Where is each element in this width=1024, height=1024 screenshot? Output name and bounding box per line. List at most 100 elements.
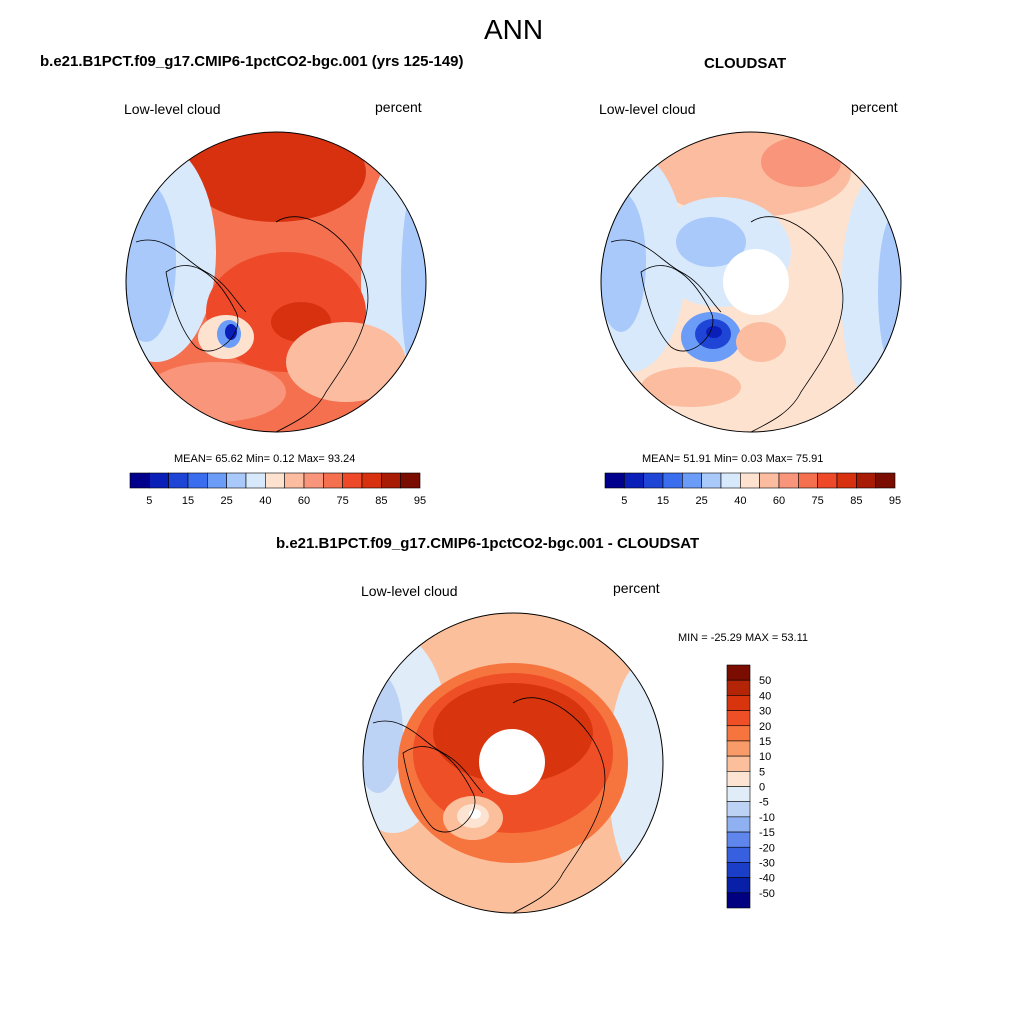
colorbar-box <box>798 472 818 489</box>
colorbar-tick-label: -5 <box>759 797 769 809</box>
colorbar-box <box>875 472 896 489</box>
panel2-mean-value: 51.91 <box>683 453 711 465</box>
panel3-units-label: percent <box>613 580 660 596</box>
colorbar-tick-label: 75 <box>812 495 824 507</box>
colorbar-tick-label: 40 <box>759 690 771 702</box>
panel2-min-label: Min= <box>713 453 739 465</box>
colorbar-box <box>400 472 421 489</box>
colorbar-tick-label: 15 <box>657 495 669 507</box>
panel3-variable-label: Low-level cloud <box>361 583 458 599</box>
colorbar-box <box>726 755 751 772</box>
panel1-colorbar: 5 15 25 40 60 75 85 95 <box>129 472 426 507</box>
colorbar-tick-label: 10 <box>759 751 771 763</box>
panel1-min-value: 0.12 <box>273 453 295 465</box>
colorbar-tick-label: -20 <box>759 842 775 854</box>
colorbar-box <box>682 472 702 489</box>
colorbar-box <box>726 862 751 878</box>
colorbar-tick-label: -50 <box>759 888 775 900</box>
colorbar-box <box>726 695 751 711</box>
colorbar-box <box>726 831 751 848</box>
colorbar-box <box>726 892 751 909</box>
colorbar-box <box>836 472 857 489</box>
colorbar-box <box>284 472 305 489</box>
colorbar-box <box>726 801 751 818</box>
colorbar-tick-label: 15 <box>759 736 771 748</box>
colorbar-box <box>726 771 751 787</box>
colorbar-tick-label: 50 <box>759 675 771 687</box>
colorbar-tick-label: 15 <box>182 495 194 507</box>
colorbar-box <box>726 816 751 833</box>
panel2-polar-map <box>600 131 902 433</box>
panel1-title: b.e21.B1PCT.f09_g17.CMIP6-1pctCO2-bgc.00… <box>40 53 464 70</box>
colorbar-box <box>726 725 751 742</box>
panel2-title: CLOUDSAT <box>704 55 787 72</box>
colorbar-box <box>129 472 150 489</box>
panel3-min-max: MIN = -25.29 MAX = 53.11 <box>678 632 809 644</box>
panel1-polar-map <box>125 131 427 433</box>
colorbar-box <box>726 740 751 757</box>
panel3-polar-map <box>362 612 664 914</box>
colorbar-tick-label: 75 <box>337 495 349 507</box>
colorbar-box <box>726 664 751 681</box>
colorbar-tick-label: 85 <box>850 495 862 507</box>
colorbar-box <box>149 472 169 489</box>
colorbar-box <box>604 472 625 489</box>
panel2-mean-label: MEAN= <box>642 453 681 465</box>
colorbar-box <box>726 877 751 894</box>
colorbar-box <box>643 472 664 489</box>
colorbar-box <box>726 786 751 802</box>
colorbar-box <box>701 472 722 489</box>
colorbar-box <box>624 472 644 489</box>
colorbar-box <box>381 472 401 489</box>
panel2-units-label: percent <box>851 99 898 115</box>
panel1-stats: MEAN= 65.62 Min= 0.12 Max= 93.24 <box>174 453 355 465</box>
colorbar-box <box>726 710 751 727</box>
colorbar-tick-label: 25 <box>221 495 233 507</box>
colorbar-tick-label: 85 <box>375 495 387 507</box>
colorbar-box <box>265 472 285 489</box>
colorbar-tick-label: -40 <box>759 873 775 885</box>
panel1-min-label: Min= <box>245 453 271 465</box>
colorbar-tick-label: 25 <box>696 495 708 507</box>
colorbar-tick-label: -10 <box>759 812 775 824</box>
page-title: ANN <box>484 14 544 45</box>
colorbar-box <box>342 472 363 489</box>
panel1-max-value: 93.24 <box>327 453 356 465</box>
colorbar-box <box>778 472 799 489</box>
colorbar-box <box>856 472 876 489</box>
colorbar-tick-label: 5 <box>759 766 765 778</box>
colorbar-tick-label: -15 <box>759 827 775 839</box>
colorbar-box <box>726 846 751 863</box>
colorbar-box <box>759 472 780 489</box>
colorbar-tick-label: 30 <box>759 706 771 718</box>
panel2-max-value: 75.91 <box>795 453 824 465</box>
panel2-max-label: Max= <box>765 453 793 465</box>
panel1-mean-label: MEAN= <box>174 453 213 465</box>
colorbar-box <box>720 472 741 489</box>
colorbar-box <box>168 472 189 489</box>
panel3-title: b.e21.B1PCT.f09_g17.CMIP6-1pctCO2-bgc.00… <box>276 535 700 552</box>
colorbar-box <box>726 679 751 696</box>
colorbar-box <box>323 472 343 489</box>
panel1-max-label: Max= <box>297 453 325 465</box>
colorbar-tick-label: 40 <box>259 495 271 507</box>
colorbar-box <box>361 472 382 489</box>
colorbar-tick-label: 0 <box>759 782 765 794</box>
colorbar-box <box>207 472 227 489</box>
colorbar-tick-label: 60 <box>298 495 310 507</box>
colorbar-box <box>740 472 760 489</box>
colorbar-box <box>187 472 208 489</box>
colorbar-tick-label: 95 <box>414 495 426 507</box>
colorbar-tick-label: 40 <box>734 495 746 507</box>
colorbar-tick-label: 20 <box>759 721 771 733</box>
colorbar-box <box>817 472 838 489</box>
panel1-variable-label: Low-level cloud <box>124 101 221 117</box>
colorbar-tick-label: 60 <box>773 495 785 507</box>
panel1-units-label: percent <box>375 99 422 115</box>
colorbar-box <box>303 472 324 489</box>
panel2-min-value: 0.03 <box>741 453 763 465</box>
colorbar-tick-label: 5 <box>146 495 152 507</box>
colorbar-box <box>245 472 266 489</box>
panel2-variable-label: Low-level cloud <box>599 101 696 117</box>
